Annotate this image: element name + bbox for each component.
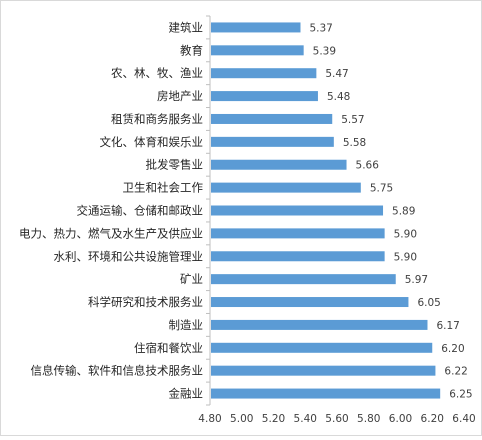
category-label: 科学研究和技术服务业 [88,295,203,309]
category-label: 批发零售业 [146,158,204,172]
data-label: 5.58 [343,137,366,149]
bar [211,297,409,308]
bar [211,205,384,216]
x-tick-label: 5.20 [262,413,285,425]
data-label: 6.17 [436,320,459,332]
x-tick-label: 6.20 [421,413,444,425]
x-tick-label: 4.80 [198,413,221,425]
bar [211,251,385,262]
data-label: 5.90 [394,228,417,240]
category-label: 金融业 [169,387,204,401]
bar [211,159,347,170]
data-label: 6.25 [449,389,472,401]
category-label: 建筑业 [169,20,204,34]
data-label: 5.47 [325,68,348,80]
bar [211,45,304,56]
x-tick-label: 5.80 [357,413,380,425]
data-label: 5.37 [309,22,332,34]
bar [211,319,428,330]
x-tick-label: 6.00 [389,413,412,425]
x-tick-label: 5.40 [294,413,317,425]
data-label: 5.39 [313,45,336,57]
x-tick-label: 5.60 [325,413,348,425]
category-label: 农、林、牧、渔业 [111,66,203,80]
data-label: 5.75 [370,183,393,195]
bar [211,342,433,353]
category-label: 制造业 [169,318,204,332]
category-label: 电力、热力、燃气及水生产及供应业 [19,226,203,240]
data-label: 6.22 [444,366,467,378]
category-label: 卫生和社会工作 [123,181,204,195]
category-label: 租赁和商务服务业 [111,112,203,126]
data-label: 5.66 [356,160,380,172]
category-label: 水利、环境和公共设施管理业 [54,249,204,263]
category-label: 文化、体育和娱乐业 [100,135,204,149]
category-label: 交通运输、仓储和邮政业 [77,204,204,218]
bar [211,22,301,33]
bar [211,274,396,285]
bar [211,388,441,399]
category-label: 房地产业 [157,89,203,103]
data-label: 5.57 [341,114,364,126]
bar [211,68,317,79]
bar [211,136,334,147]
data-label: 5.97 [405,274,428,286]
bar [211,182,361,193]
data-label: 5.89 [392,206,415,218]
x-tick-label: 5.00 [230,413,253,425]
bar [211,91,318,102]
data-label: 5.48 [327,91,350,103]
bar [211,228,385,239]
category-label: 信息传输、软件和信息技术服务业 [31,364,204,378]
bar [211,113,333,124]
bar [211,365,436,376]
category-label: 住宿和餐饮业 [134,341,203,355]
x-tick-label: 6.40 [452,413,475,425]
data-label: 6.20 [441,343,464,355]
category-label: 教育 [180,43,203,57]
category-label: 矿业 [180,272,203,286]
data-label: 5.90 [394,251,417,263]
data-label: 6.05 [417,297,440,309]
